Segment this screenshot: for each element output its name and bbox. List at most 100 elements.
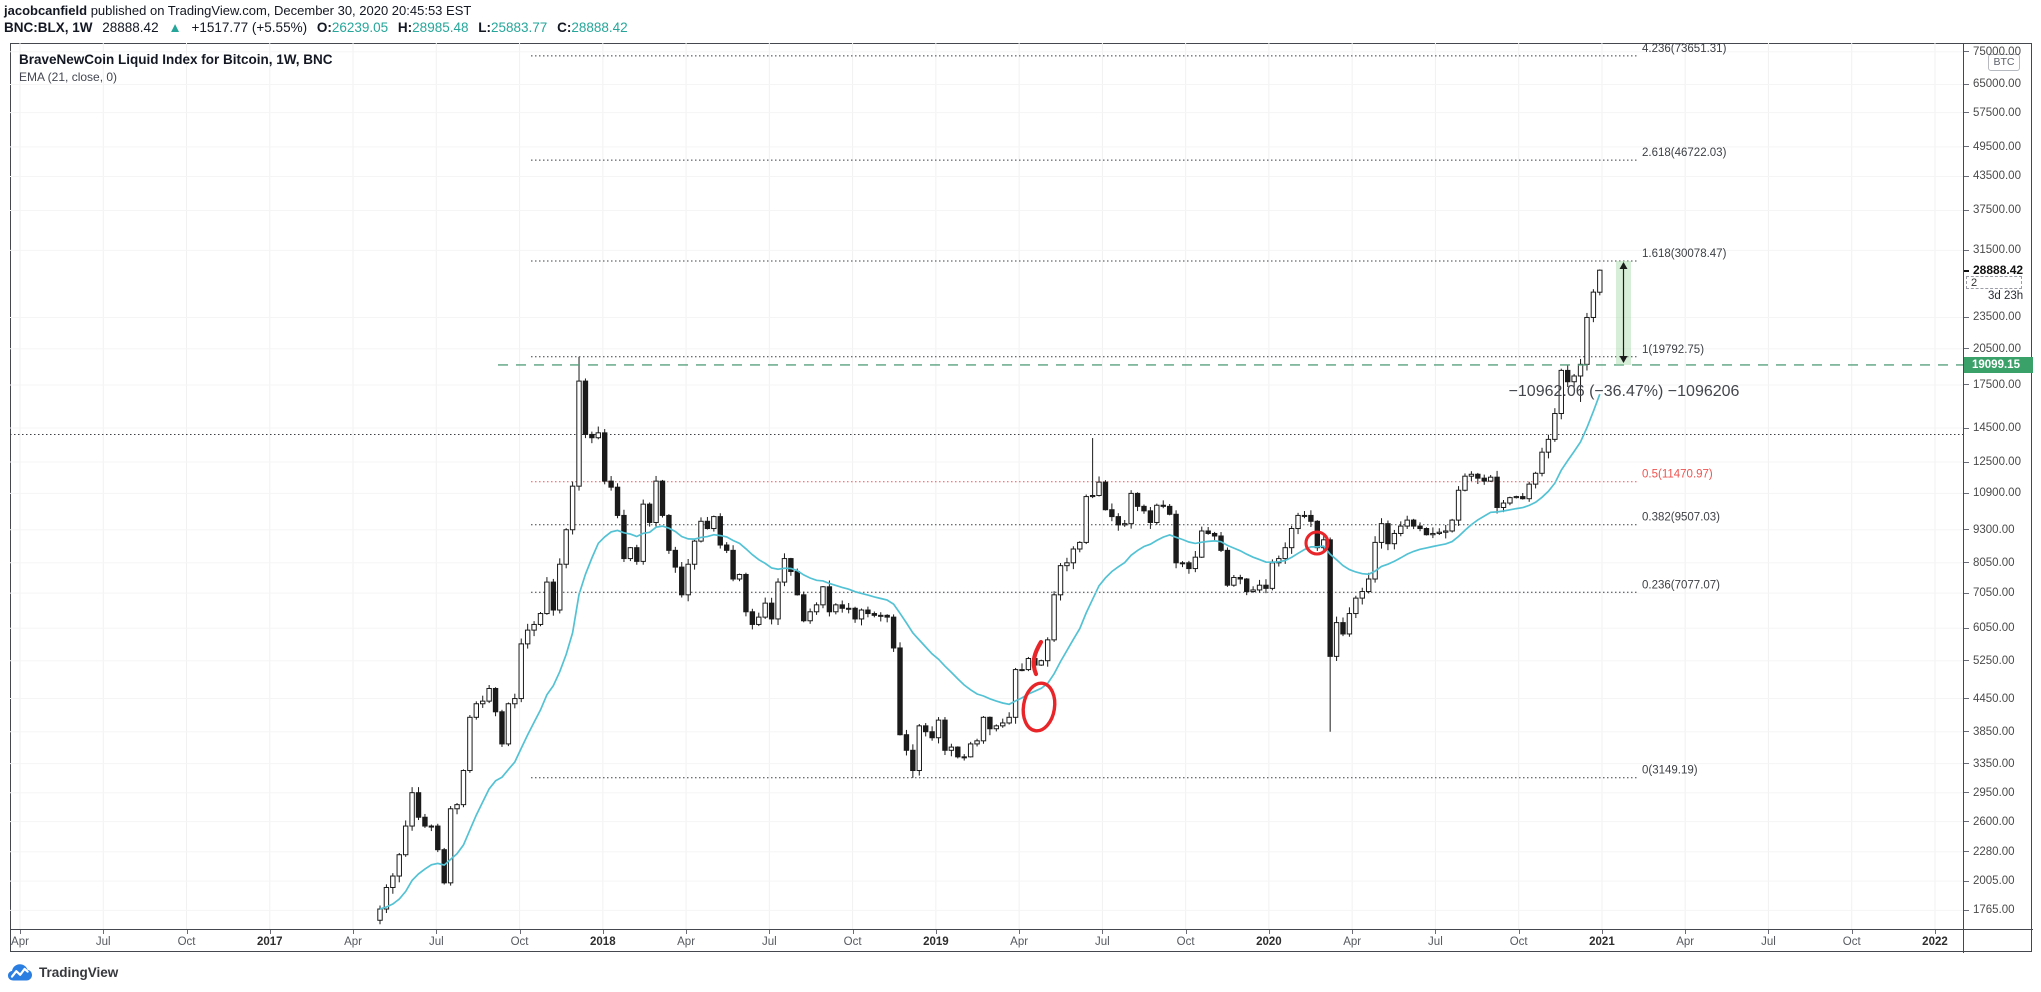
price-axis-label: 9300.00 xyxy=(1964,523,2015,537)
price-axis-label: 23500.00 xyxy=(1964,310,2021,324)
price-axis-label: 17500.00 xyxy=(1964,378,2021,392)
candle-body xyxy=(698,520,704,542)
candle-body xyxy=(1077,541,1083,550)
time-axis-tick xyxy=(186,930,188,934)
up-arrow-icon: ▲ xyxy=(168,20,182,35)
candle-body xyxy=(1282,547,1288,560)
high-value: 28985.48 xyxy=(412,20,469,35)
candle-body xyxy=(1340,622,1346,635)
price-range-arrow-top xyxy=(1619,261,1628,269)
candle-body xyxy=(923,725,929,733)
candle-body xyxy=(1565,369,1571,383)
fib-level-label: 0.5(11470.97) xyxy=(1642,469,1713,481)
candle-body xyxy=(833,604,839,613)
candle-body xyxy=(756,616,762,625)
candle-body xyxy=(1064,562,1070,567)
price-axis-label: 2600.00 xyxy=(1964,815,2015,829)
price-axis-label: 37500.00 xyxy=(1964,203,2021,217)
candle-body xyxy=(1096,481,1102,497)
time-axis-tick xyxy=(269,930,271,934)
price-range-label: −10962.06 (−36.47%) −1096206 xyxy=(1509,383,1740,400)
candle-body xyxy=(1154,504,1160,523)
candle-body xyxy=(884,614,890,618)
candle-body xyxy=(492,687,499,713)
candle-body xyxy=(1417,525,1423,530)
time-axis-label: 2019 xyxy=(923,936,949,948)
candle-body xyxy=(916,725,922,772)
time-axis-tick xyxy=(1019,930,1021,934)
close-value: 28888.42 xyxy=(571,20,628,35)
tradingview-logo[interactable]: TradingView xyxy=(8,959,118,985)
candle-body xyxy=(441,849,447,884)
tradingview-logo-icon xyxy=(8,963,32,980)
red-brush-slash[interactable] xyxy=(1031,639,1044,677)
candle-body xyxy=(1321,539,1327,549)
candle-body xyxy=(974,740,980,745)
candle-body xyxy=(1186,562,1192,570)
candle-body xyxy=(428,825,435,828)
candle-body xyxy=(865,609,871,615)
candle-body xyxy=(1038,660,1044,666)
time-axis-tick xyxy=(686,930,688,934)
candle-body xyxy=(897,647,903,736)
candle-body xyxy=(807,611,813,622)
price-axis-label: 3850.00 xyxy=(1964,725,2015,739)
candle-body xyxy=(749,611,756,625)
price-axis-label: 57500.00 xyxy=(1964,106,2021,120)
fib-level-label: 1.618(30078.47) xyxy=(1642,248,1727,260)
candle-body xyxy=(422,816,428,827)
candle-body xyxy=(1545,438,1552,453)
candle-body xyxy=(1577,363,1584,377)
candle-body xyxy=(512,698,518,705)
close-label: C: xyxy=(557,20,572,35)
candle-body xyxy=(480,700,486,705)
candle-body xyxy=(377,908,383,921)
time-axis-tick xyxy=(20,930,21,934)
candle-body xyxy=(890,616,897,649)
red-circle-annotation[interactable] xyxy=(1304,530,1330,556)
price-axis-label: 14500.00 xyxy=(1964,421,2021,435)
time-axis-label: Oct xyxy=(1509,936,1528,948)
time-axis-tick xyxy=(769,930,771,934)
candle-body xyxy=(1128,492,1134,525)
candle-body xyxy=(1526,483,1532,500)
time-axis-label: Oct xyxy=(510,936,529,948)
candle-body xyxy=(467,716,473,772)
time-axis-label: 2018 xyxy=(590,936,616,948)
candle-body xyxy=(781,558,788,583)
time-axis-label: Oct xyxy=(843,936,862,948)
time-axis-label: 2021 xyxy=(1589,936,1615,948)
chart-pane: 4.236(73651.31) 2.618(46722.03) 1.618(3007… xyxy=(10,43,1963,929)
candle-body xyxy=(557,563,563,611)
candle-body xyxy=(621,514,627,560)
candle-body xyxy=(1308,514,1314,522)
candle-body xyxy=(903,734,910,751)
time-axis-tick xyxy=(103,930,105,934)
candle-body xyxy=(813,604,820,613)
author-link[interactable]: jacobcanfield xyxy=(4,3,88,18)
time-axis-label: Oct xyxy=(177,936,196,948)
candle-body xyxy=(858,609,865,620)
candle-body xyxy=(1539,451,1545,474)
candle-body xyxy=(1237,576,1243,580)
time-axis-label: Apr xyxy=(1343,936,1362,948)
time-axis-tick xyxy=(1768,930,1770,934)
candle-body xyxy=(1179,562,1186,565)
candle-body xyxy=(1365,578,1372,593)
currency-unit-badge[interactable]: BTC xyxy=(1988,54,2020,71)
time-axis-label: Apr xyxy=(344,936,362,948)
candle-body xyxy=(820,586,826,606)
candle-body xyxy=(942,719,948,751)
symbol-interval: BNC:BLX, 1W xyxy=(4,20,93,35)
red-ellipse-annotation[interactable] xyxy=(1020,681,1058,733)
candle-body xyxy=(1044,639,1051,662)
time-axis-tick xyxy=(1518,930,1520,934)
candle-body xyxy=(1552,413,1558,440)
candle-body xyxy=(390,875,396,888)
time-axis-tick xyxy=(852,930,854,934)
fib-level-label: 0(3149.19) xyxy=(1642,765,1698,777)
price-axis-separator xyxy=(1963,43,1964,953)
indicator-legend-ema[interactable]: EMA (21, close, 0) xyxy=(19,70,118,84)
open-label: O: xyxy=(316,20,332,35)
candle-body xyxy=(409,792,415,827)
